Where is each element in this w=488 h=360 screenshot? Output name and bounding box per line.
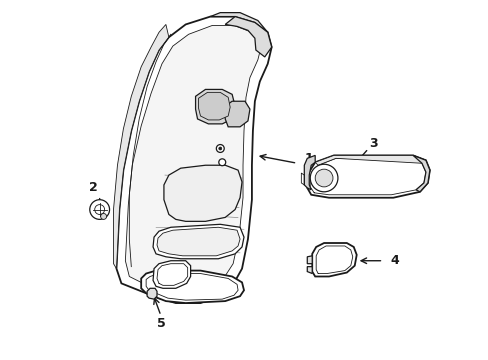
Polygon shape xyxy=(147,288,157,299)
Polygon shape xyxy=(116,17,271,303)
Polygon shape xyxy=(163,165,242,221)
Polygon shape xyxy=(306,267,311,274)
Circle shape xyxy=(90,200,109,219)
Circle shape xyxy=(218,147,221,150)
Polygon shape xyxy=(113,24,168,269)
Polygon shape xyxy=(304,156,315,190)
Circle shape xyxy=(216,145,224,152)
Polygon shape xyxy=(225,17,271,57)
Polygon shape xyxy=(306,256,311,264)
Polygon shape xyxy=(153,224,244,259)
Polygon shape xyxy=(225,101,249,127)
Circle shape xyxy=(101,213,106,219)
Polygon shape xyxy=(311,243,356,276)
Circle shape xyxy=(309,164,337,192)
Circle shape xyxy=(218,159,225,166)
Polygon shape xyxy=(141,271,244,303)
Text: 1: 1 xyxy=(304,152,312,165)
Polygon shape xyxy=(125,26,261,294)
Text: 5: 5 xyxy=(156,317,165,330)
Circle shape xyxy=(95,204,104,215)
Text: 3: 3 xyxy=(368,137,377,150)
Polygon shape xyxy=(198,93,230,120)
Text: 4: 4 xyxy=(389,254,398,267)
Polygon shape xyxy=(306,156,429,198)
Polygon shape xyxy=(157,227,240,256)
Circle shape xyxy=(315,169,332,187)
Polygon shape xyxy=(210,13,267,32)
Text: 2: 2 xyxy=(89,181,98,194)
Polygon shape xyxy=(153,261,190,288)
Polygon shape xyxy=(315,156,425,165)
Polygon shape xyxy=(412,156,429,192)
Polygon shape xyxy=(195,89,235,124)
